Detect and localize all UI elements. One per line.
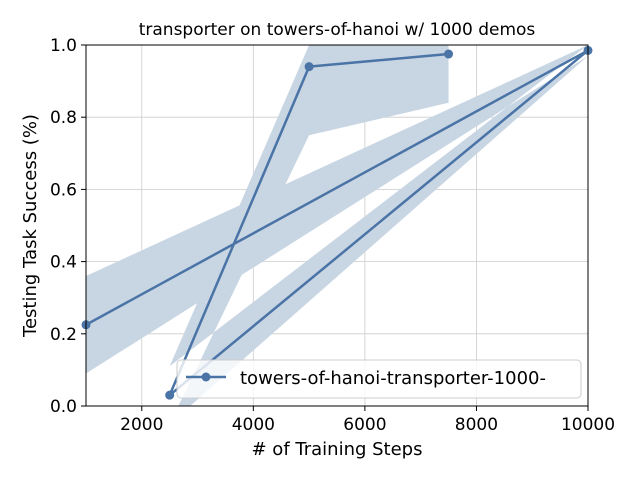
confidence-bands xyxy=(86,45,588,406)
legend-box xyxy=(176,359,582,399)
legend-label: towers-of-hanoi-transporter-1000- xyxy=(240,368,546,389)
y-tick-label: 0.0 xyxy=(50,397,77,417)
y-tick-label: 0.2 xyxy=(50,325,77,345)
y-axis-ticks: 0.0 0.2 0.4 0.6 0.8 1.0 xyxy=(50,36,86,417)
y-tick-label: 0.6 xyxy=(50,180,77,200)
y-tick-label: 0.4 xyxy=(50,253,77,273)
legend-marker xyxy=(201,372,211,382)
y-axis-label: Testing Task Success (%) xyxy=(20,114,41,338)
data-point xyxy=(165,390,175,400)
data-point xyxy=(444,49,454,59)
x-axis-ticks: 2000 4000 6000 8000 10000 xyxy=(120,406,615,435)
y-tick-label: 0.8 xyxy=(50,108,77,128)
legend: towers-of-hanoi-transporter-1000- xyxy=(176,359,582,399)
x-tick-label: 4000 xyxy=(232,415,275,435)
x-tick-label: 8000 xyxy=(455,415,498,435)
x-axis-label: # of Training Steps xyxy=(252,439,423,460)
plot-frame xyxy=(85,44,589,407)
chart-title: transporter on towers-of-hanoi w/ 1000 d… xyxy=(139,20,536,40)
x-tick-label: 6000 xyxy=(343,415,386,435)
x-tick-label: 10000 xyxy=(561,415,615,435)
x-tick-label: 2000 xyxy=(120,415,163,435)
y-tick-label: 1.0 xyxy=(50,36,77,56)
confidence-band xyxy=(86,45,588,406)
data-point xyxy=(304,62,314,72)
